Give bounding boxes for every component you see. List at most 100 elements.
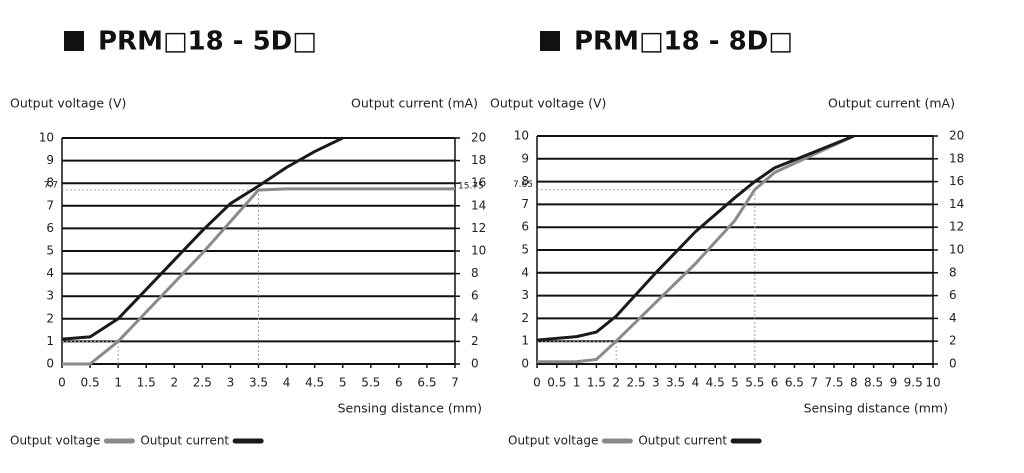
y2-tick-label: 2 — [949, 334, 957, 348]
x-tick-label: 0.5 — [81, 376, 100, 390]
x-tick-label: 1.5 — [137, 376, 156, 390]
x-tick-label: 7 — [810, 376, 818, 390]
y-tick-label: 4 — [46, 266, 54, 280]
y-tick-label: 6 — [46, 221, 54, 235]
x-tick-label: 6.5 — [785, 376, 804, 390]
y2-tick-label: 12 — [471, 221, 486, 235]
legend-label: Output voltage — [508, 434, 598, 448]
x-tick-label: 1 — [573, 376, 581, 390]
x-tick-label: 1.5 — [587, 376, 606, 390]
x-tick-label: 7 — [451, 376, 459, 390]
x-tick-label: 5 — [731, 376, 739, 390]
y2-tick-label: 14 — [471, 198, 486, 212]
x-tick-label: 0.5 — [547, 376, 566, 390]
y-tick-label: 2 — [521, 311, 529, 325]
x-tick-label: 3 — [652, 376, 660, 390]
y-tick-label: 5 — [521, 243, 529, 257]
chart-title: PRM□18 - 5D□ — [98, 27, 317, 57]
title-bullet — [540, 31, 560, 51]
y-tick-label: 9 — [521, 151, 529, 165]
y2-tick-label: 6 — [949, 288, 957, 302]
series-line — [62, 187, 455, 366]
x-tick-label: 9 — [890, 376, 898, 390]
y-tick-label: 8 — [46, 176, 54, 190]
x-tick-label: 5 — [339, 376, 347, 390]
x-tick-label: 4.5 — [706, 376, 725, 390]
title-bullet — [64, 31, 84, 51]
y-tick-label: 0 — [521, 357, 529, 371]
series-line — [536, 134, 855, 342]
y2-tick-label: 10 — [471, 244, 486, 258]
x-tick-label: 7.5 — [824, 376, 843, 390]
x-tick-label: 5.5 — [745, 376, 764, 390]
y-tick-label: 4 — [521, 265, 529, 279]
series-line — [537, 134, 855, 364]
x-tick-label: 4 — [283, 376, 291, 390]
x-tick-label: 2 — [170, 376, 178, 390]
y2-tick-label: 2 — [471, 334, 479, 348]
x-tick-label: 0 — [58, 376, 66, 390]
x-tick-label: 2.5 — [626, 376, 645, 390]
x-tick-label: 8 — [850, 376, 858, 390]
y2-tick-label: 0 — [471, 357, 479, 371]
y2-tick-label: 4 — [471, 311, 479, 325]
x-tick-label: 10 — [925, 376, 940, 390]
y2-tick-label: 18 — [949, 151, 964, 165]
legend-label: Output current — [638, 434, 727, 448]
x-tick-label: 8.5 — [864, 376, 883, 390]
x-axis-title: Sensing distance (mm) — [804, 401, 948, 416]
annotation: 7.7 — [44, 180, 58, 190]
x-tick-label: 6 — [771, 376, 779, 390]
y-tick-label: 10 — [39, 131, 54, 145]
y-tick-label: 1 — [521, 334, 529, 348]
y2-tick-label: 0 — [949, 357, 957, 371]
y-tick-label: 8 — [521, 174, 529, 188]
y2-tick-label: 14 — [949, 197, 964, 211]
x-axis-title: Sensing distance (mm) — [338, 401, 482, 416]
series-line — [61, 136, 344, 341]
y2-tick-label: 20 — [471, 131, 486, 145]
x-tick-label: 6 — [395, 376, 403, 390]
y2-tick-label: 10 — [949, 243, 964, 257]
x-tick-label: 0 — [533, 376, 541, 390]
annotation: 15.75 — [458, 182, 484, 192]
y2-tick-label: 6 — [471, 289, 479, 303]
y-tick-label: 5 — [46, 244, 54, 258]
legend-label: Output current — [140, 434, 229, 448]
y-tick-label: 3 — [521, 288, 529, 302]
y-tick-label: 0 — [46, 357, 54, 371]
y2-axis-title: Output current (mA) — [351, 96, 478, 111]
annotation: 7.65 — [513, 180, 533, 190]
x-tick-label: 2 — [612, 376, 620, 390]
y2-tick-label: 16 — [471, 176, 486, 190]
y-tick-label: 7 — [46, 198, 54, 212]
x-tick-label: 9.5 — [904, 376, 923, 390]
x-tick-label: 6.5 — [417, 376, 436, 390]
y2-tick-label: 16 — [949, 174, 964, 188]
y2-tick-label: 8 — [949, 265, 957, 279]
y2-tick-label: 4 — [949, 311, 957, 325]
y-tick-label: 2 — [46, 311, 54, 325]
y2-tick-label: 12 — [949, 220, 964, 234]
y-tick-label: 3 — [46, 289, 54, 303]
x-tick-label: 5.5 — [361, 376, 380, 390]
x-tick-label: 2.5 — [193, 376, 212, 390]
x-tick-label: 3.5 — [666, 376, 685, 390]
x-tick-label: 1 — [114, 376, 122, 390]
y2-tick-label: 8 — [471, 266, 479, 280]
x-tick-label: 3.5 — [249, 376, 268, 390]
x-tick-label: 4.5 — [305, 376, 324, 390]
y2-axis-title: Output current (mA) — [828, 96, 955, 111]
y-tick-label: 1 — [46, 334, 54, 348]
y-tick-label: 9 — [46, 153, 54, 167]
chart-title: PRM□18 - 8D□ — [574, 27, 793, 57]
y-tick-label: 10 — [514, 129, 529, 143]
y2-tick-label: 18 — [471, 153, 486, 167]
x-tick-label: 3 — [227, 376, 235, 390]
y-tick-label: 6 — [521, 220, 529, 234]
y-tick-label: 7 — [521, 197, 529, 211]
legend-label: Output voltage — [10, 434, 100, 448]
y-axis-title: Output voltage (V) — [490, 96, 606, 111]
y2-tick-label: 20 — [949, 129, 964, 143]
